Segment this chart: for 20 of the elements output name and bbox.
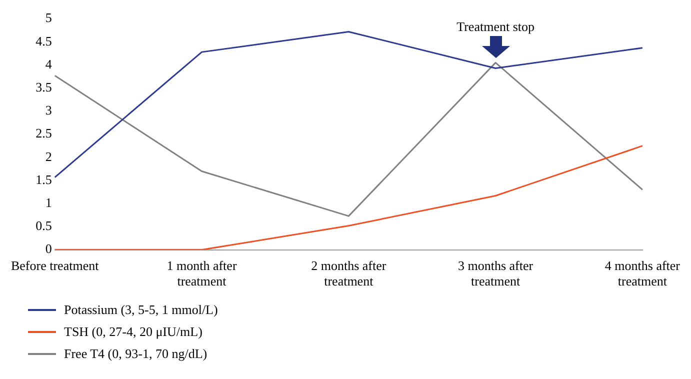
y-tick-label: 5 [45, 10, 52, 26]
annotation: Treatment stop [456, 19, 534, 34]
y-tick-label: 1 [45, 195, 52, 210]
x-tick-label: Before treatment [10, 258, 100, 274]
x-tick-label: 2 months after treatment [311, 258, 387, 289]
legend-label: TSH (0, 27-4, 20 μIU/mL) [64, 324, 202, 340]
legend-label: Potassium (3, 5-5, 1 mmol/L) [64, 302, 218, 318]
x-tick-label: 3 months after treatment [458, 258, 534, 289]
x-tick-label: 4 months after treatment [604, 258, 681, 289]
y-tick-label: 1.5 [36, 172, 52, 187]
y-tick-label: 2.5 [36, 126, 52, 141]
y-tick-label: 4 [45, 56, 52, 72]
x-tick-label: 1 month after treatment [166, 258, 238, 289]
legend-label: Free T4 (0, 93-1, 70 ng/dL) [64, 346, 208, 362]
y-tick-label: 4.5 [36, 33, 52, 48]
y-tick-label: 0 [45, 241, 52, 256]
y-tick-label: 0.5 [36, 218, 52, 234]
y-tick-label: 3 [45, 102, 52, 118]
y-tick-label: 3.5 [36, 80, 52, 95]
y-tick-label: 2 [45, 148, 52, 164]
